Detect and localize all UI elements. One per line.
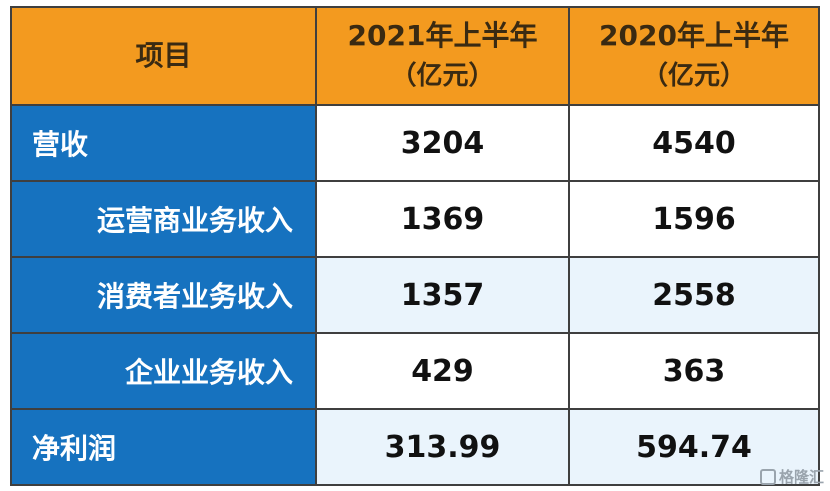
- cell-revenue-2021h1: 3204: [315, 104, 570, 182]
- row-label-carrier: 运营商业务收入: [10, 180, 317, 258]
- header-2021h1-unit: （亿元）: [390, 61, 495, 91]
- watermark-text: 格隆汇: [778, 468, 824, 486]
- table-row-revenue: 营收 3204 4540: [10, 104, 820, 182]
- watermark-logo-icon: [759, 468, 776, 485]
- table-row-enterprise: 企业业务收入 429 363: [10, 332, 820, 410]
- cell-consumer-2021h1: 1357: [315, 256, 570, 334]
- watermark: 格隆汇: [759, 466, 824, 487]
- financial-table-frame: 项目 2021年上半年 （亿元） 2020年上半年 （亿元） 营收 3204 4…: [10, 6, 820, 486]
- header-2021h1-label: 2021年上半年: [347, 19, 538, 52]
- row-label-consumer: 消费者业务收入: [10, 256, 317, 334]
- header-item-label: 项目: [135, 39, 192, 72]
- header-item: 项目: [10, 6, 317, 106]
- row-label-revenue: 营收: [10, 104, 317, 182]
- row-label-enterprise: 企业业务收入: [10, 332, 317, 410]
- financial-table: 项目 2021年上半年 （亿元） 2020年上半年 （亿元） 营收 3204 4…: [10, 6, 820, 486]
- table-row-consumer: 消费者业务收入 1357 2558: [10, 256, 820, 334]
- cell-carrier-2020h1: 1596: [568, 180, 820, 258]
- header-2021h1: 2021年上半年 （亿元）: [315, 6, 570, 106]
- header-2020h1-unit: （亿元）: [641, 61, 746, 91]
- header-2020h1: 2020年上半年 （亿元）: [568, 6, 820, 106]
- cell-consumer-2020h1: 2558: [568, 256, 820, 334]
- row-label-net-profit: 净利润: [10, 408, 317, 486]
- cell-net-profit-2021h1: 313.99: [315, 408, 570, 486]
- cell-enterprise-2021h1: 429: [315, 332, 570, 410]
- table-row-carrier: 运营商业务收入 1369 1596: [10, 180, 820, 258]
- cell-revenue-2020h1: 4540: [568, 104, 820, 182]
- cell-net-profit-2020h1: 594.74: [568, 408, 820, 486]
- header-2020h1-label: 2020年上半年: [599, 19, 789, 52]
- cell-carrier-2021h1: 1369: [315, 180, 570, 258]
- table-header-row: 项目 2021年上半年 （亿元） 2020年上半年 （亿元）: [10, 6, 820, 106]
- table-row-net-profit: 净利润 313.99 594.74: [10, 408, 820, 486]
- cell-enterprise-2020h1: 363: [568, 332, 820, 410]
